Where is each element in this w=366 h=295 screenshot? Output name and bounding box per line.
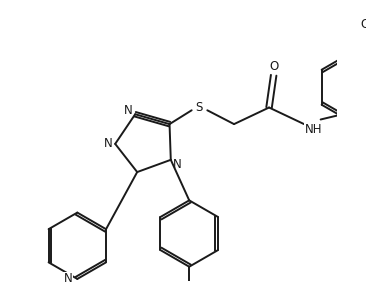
- Text: N: N: [64, 273, 72, 286]
- Text: N: N: [123, 104, 132, 117]
- Text: NH: NH: [305, 123, 322, 136]
- Text: Cl: Cl: [360, 18, 366, 31]
- Text: O: O: [269, 60, 278, 73]
- Text: N: N: [104, 137, 112, 150]
- Text: N: N: [173, 158, 182, 171]
- Text: S: S: [195, 101, 203, 114]
